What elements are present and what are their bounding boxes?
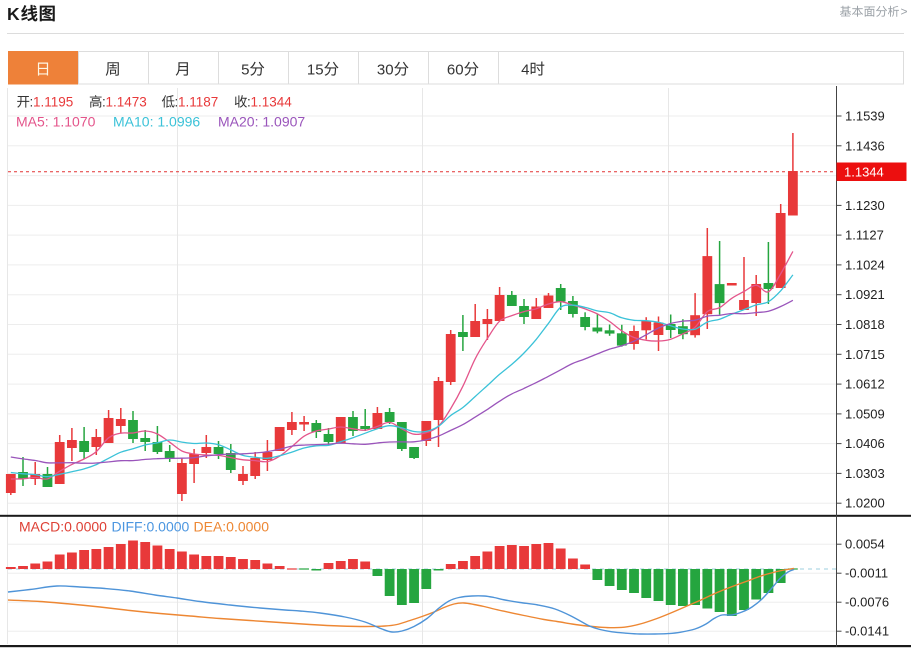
svg-text:15: 15 [307,62,324,79]
svg-text:1.1344: 1.1344 [251,95,293,110]
svg-text:-0.0141: -0.0141 [845,624,889,639]
svg-text:>: > [901,5,908,19]
svg-text:1.0818: 1.0818 [845,317,885,332]
svg-text:MACD:0.0000: MACD:0.0000 [19,519,107,535]
svg-text:1.1436: 1.1436 [845,138,885,153]
svg-text:-0.0011: -0.0011 [845,566,888,581]
svg-text:0.0054: 0.0054 [845,537,885,552]
svg-text:1.0612: 1.0612 [845,377,885,392]
svg-text:1.0509: 1.0509 [845,406,885,421]
svg-text:1.1187: 1.1187 [178,95,218,110]
svg-text:K: K [7,4,20,24]
svg-text:DIFF:0.0000: DIFF:0.0000 [112,519,190,535]
svg-text:1.1195: 1.1195 [33,95,73,110]
svg-text:1.0200: 1.0200 [845,496,885,511]
svg-text:1.0406: 1.0406 [845,436,885,451]
svg-text:1.1539: 1.1539 [845,109,885,124]
svg-text:1.1473: 1.1473 [106,95,147,110]
svg-text::: : [247,95,251,110]
svg-text::: : [102,95,106,110]
svg-text::: : [30,95,34,110]
svg-text:MA10: 1.0996: MA10: 1.0996 [113,114,200,130]
svg-text:1.0303: 1.0303 [845,466,885,481]
svg-text:1.1024: 1.1024 [845,257,885,272]
svg-text:MA20: 1.0907: MA20: 1.0907 [218,114,305,130]
svg-text:1.0715: 1.0715 [845,347,885,362]
svg-text:4: 4 [521,62,529,79]
svg-text:30: 30 [377,62,394,79]
svg-text:5: 5 [241,62,249,79]
svg-text:MA5: 1.1070: MA5: 1.1070 [16,114,96,130]
svg-text:1.1127: 1.1127 [845,228,884,243]
svg-text::: : [175,95,179,110]
svg-text:1.0921: 1.0921 [845,287,885,302]
svg-text:DEA:0.0000: DEA:0.0000 [194,519,270,535]
svg-text:60: 60 [447,62,464,79]
svg-text:-0.0076: -0.0076 [845,595,889,610]
svg-text:1.1344: 1.1344 [844,165,884,180]
svg-text:1.1230: 1.1230 [845,198,885,213]
